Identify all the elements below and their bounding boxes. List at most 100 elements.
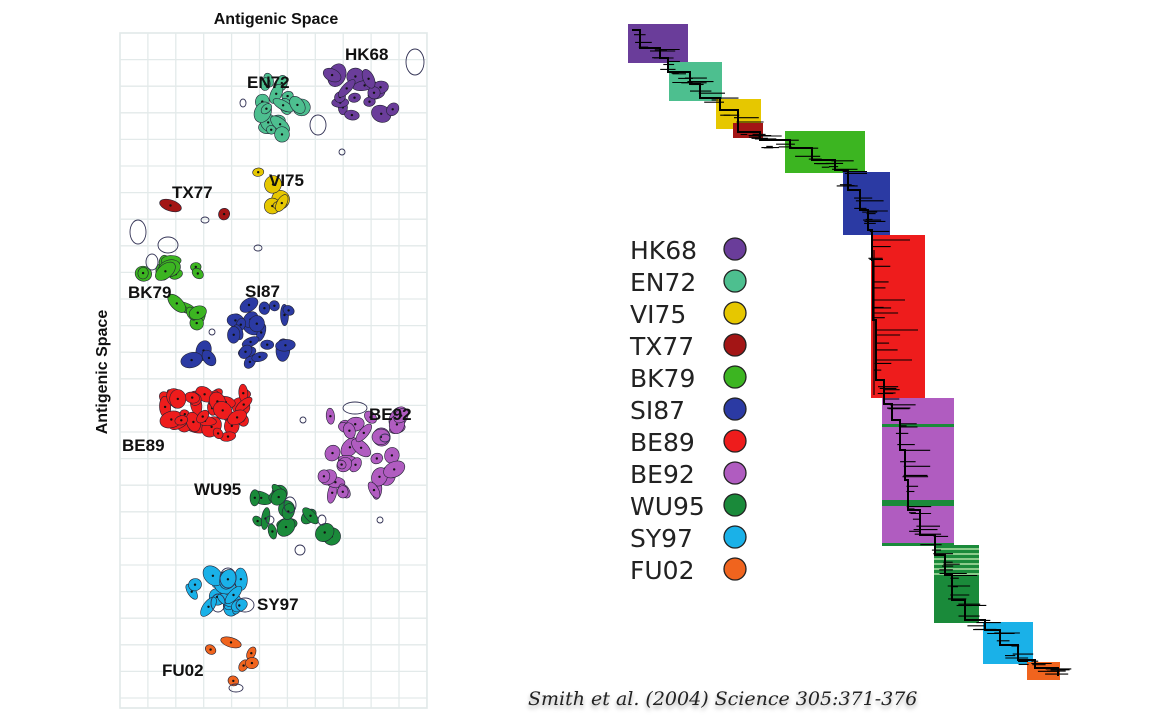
antigen-point-si87	[227, 326, 241, 344]
reference-outline	[405, 48, 425, 76]
legend-swatch	[723, 365, 747, 389]
antigen-point-vi75	[264, 175, 282, 194]
reference-outline	[379, 433, 391, 443]
antigen-point-si87	[260, 339, 275, 350]
antigen-point-en72	[266, 125, 277, 135]
legend-swatch	[723, 237, 747, 261]
antigen-point-fu02	[245, 657, 259, 670]
legend-item-sy97: SY97	[630, 524, 747, 553]
legend-label: SY97	[630, 524, 693, 553]
antigen-point-wu95	[302, 507, 319, 525]
tree-box-fu02	[1027, 662, 1060, 680]
tree-box-bk79	[785, 131, 865, 173]
map-label-sy97: SY97	[257, 595, 299, 614]
reference-outline	[219, 567, 237, 589]
legend-item-en72: EN72	[630, 268, 747, 297]
tree-box-be92	[882, 398, 954, 545]
antigen-point-sy97	[224, 585, 243, 605]
legend-label: BE92	[630, 460, 695, 489]
antigen-point-si87	[241, 336, 260, 348]
antigen-point-en72	[289, 96, 306, 114]
legend-swatch	[723, 493, 747, 517]
map-points	[129, 48, 425, 693]
tree-trunk	[632, 29, 1059, 676]
antigen-point-hk68	[322, 67, 342, 83]
antigen-point-bk79	[191, 267, 204, 280]
antigen-point-si87	[180, 352, 203, 369]
map-label-be92: BE92	[369, 405, 412, 424]
antigen-point-hk68	[337, 79, 356, 98]
antigen-point-wu95	[315, 523, 335, 542]
antigen-point-tx77	[159, 198, 182, 213]
antigen-point-be92	[393, 408, 409, 424]
antigen-point-be89	[174, 415, 189, 426]
reference-outline	[294, 544, 306, 556]
reference-outline	[208, 328, 216, 336]
legend-swatch	[723, 269, 747, 293]
antigen-point-si87	[239, 297, 259, 313]
antigen-point-en72	[272, 98, 294, 113]
antigen-point-hk68	[361, 69, 376, 89]
antigen-point-sy97	[188, 578, 202, 592]
legend-item-tx77: TX77	[629, 332, 747, 361]
antigen-point-bk79	[155, 261, 176, 281]
antigen-point-be92	[317, 469, 331, 484]
legend-swatch	[723, 397, 747, 421]
map-label-vi75: VI75	[269, 171, 304, 190]
legend-swatch	[723, 461, 747, 485]
tree-cluster-boxes	[628, 24, 1060, 680]
citation: Smith et al. (2004) Science 305:371-376	[528, 688, 918, 710]
antigen-point-bk79	[188, 305, 207, 320]
legend-swatch	[723, 429, 747, 453]
antigen-point-be92	[351, 438, 371, 458]
legend-swatch	[723, 525, 747, 549]
antigen-point-si87	[282, 305, 295, 316]
antigen-point-be92	[337, 485, 349, 499]
antigen-point-sy97	[231, 598, 248, 613]
reference-outline	[283, 496, 297, 514]
antigen-point-be92	[343, 422, 356, 439]
antigen-point-si87	[269, 300, 280, 312]
tree-box-hk68	[628, 24, 688, 63]
tree-box-wu95	[934, 545, 979, 623]
antigen-point-be92	[325, 407, 335, 425]
reference-outline	[265, 515, 275, 525]
reference-outline	[253, 244, 263, 252]
legend-label: WU95	[630, 492, 705, 521]
map-label-bk79: BK79	[128, 283, 171, 302]
legend-item-si87: SI87	[630, 396, 747, 425]
antigen-point-sy97	[202, 565, 224, 587]
antigen-point-be92	[370, 452, 383, 465]
legend-label: SI87	[630, 396, 685, 425]
antigen-point-wu95	[249, 489, 260, 507]
legend-swatch	[723, 301, 747, 325]
reference-outline	[342, 401, 368, 415]
antigen-point-wu95	[260, 507, 271, 530]
reference-outline	[235, 597, 255, 613]
legend-item-vi75: VI75	[630, 300, 747, 329]
reference-outline	[129, 219, 147, 245]
legend-item-wu95: WU95	[630, 492, 747, 521]
antigen-point-be89	[196, 409, 210, 424]
tree-box-vi75	[716, 99, 761, 129]
tree-box-be89	[871, 235, 925, 398]
antigen-point-be92	[384, 447, 400, 464]
legend-item-fu02: FU02	[630, 556, 747, 585]
antigen-point-si87	[238, 344, 253, 359]
antigen-point-fu02	[220, 636, 242, 649]
antigen-point-bk79	[137, 266, 149, 280]
reference-outline	[200, 216, 210, 224]
antigen-point-wu95	[276, 517, 296, 537]
map-y-axis-label: Antigenic Space	[94, 310, 111, 435]
map-label-hk68: HK68	[345, 45, 388, 64]
antigen-point-be89	[213, 401, 233, 420]
antigen-point-bk79	[167, 293, 187, 313]
antigenic-map: HK68 EN72 VI75 TX77 BK79 SI87 BE89 BE92 WU95 SY97…	[94, 11, 428, 709]
map-label-en72: EN72	[247, 73, 290, 92]
antigen-point-be92	[383, 460, 406, 479]
tree-box-sy97	[983, 622, 1033, 664]
reference-outline	[239, 98, 247, 108]
antigen-point-fu02	[205, 644, 217, 655]
reference-outline	[317, 514, 327, 526]
tree-box-tx77	[733, 123, 763, 138]
